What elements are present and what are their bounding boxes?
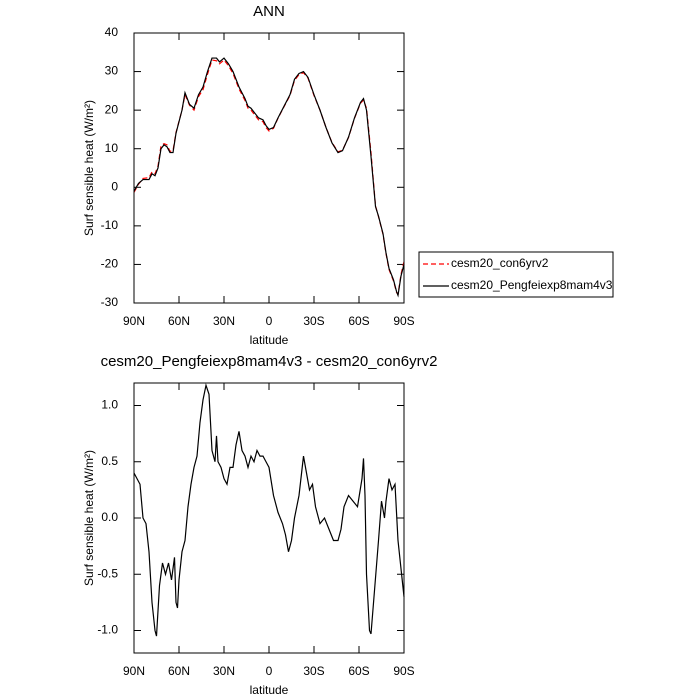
x-axis-label: latitude (250, 333, 289, 347)
series-line (133, 382, 405, 637)
plot-frame (133, 32, 405, 304)
x-tick-label: 60N (168, 664, 190, 678)
legend-box (418, 251, 614, 298)
y-axis-label: Surf sensible heat (W/m²) (82, 100, 96, 236)
y-tick-label: 0.5 (101, 454, 118, 468)
x-tick-label: 0 (266, 314, 273, 328)
x-tick-label: 90N (123, 314, 145, 328)
series-line (133, 59, 405, 297)
y-tick-label: -0.5 (97, 566, 118, 580)
plot-frame (133, 382, 405, 654)
y-tick-label: 10 (105, 141, 119, 155)
y-tick-label: 1.0 (101, 398, 118, 412)
y-tick-label: 40 (105, 25, 119, 39)
y-tick-label: -30 (101, 295, 119, 309)
chart-title: cesm20_Pengfeiexp8mam4v3 - cesm20_con6yr… (101, 353, 438, 370)
x-tick-label: 30S (303, 664, 324, 678)
y-tick-label: -20 (101, 257, 119, 271)
y-axis-label: Surf sensible heat (W/m²) (82, 450, 96, 586)
x-tick-label: 60S (348, 664, 369, 678)
y-tick-label: 0 (111, 179, 118, 193)
x-tick-label: 30N (213, 314, 235, 328)
x-tick-label: 90N (123, 664, 145, 678)
x-tick-label: 90S (393, 664, 414, 678)
x-tick-label: 0 (266, 664, 273, 678)
series-line (133, 57, 405, 298)
x-tick-label: 90S (393, 314, 414, 328)
x-tick-label: 60N (168, 314, 190, 328)
legend-label: cesm20_Pengfeiexp8mam4v3 (451, 278, 613, 292)
y-tick-label: 30 (105, 64, 119, 78)
x-tick-label: 30N (213, 664, 235, 678)
legend-label: cesm20_con6yrv2 (451, 256, 549, 270)
chart-title: ANN (253, 3, 285, 20)
y-tick-label: -1.0 (97, 623, 118, 637)
x-tick-label: 60S (348, 314, 369, 328)
x-axis-label: latitude (250, 683, 289, 697)
y-tick-label: 0.0 (101, 510, 118, 524)
x-tick-label: 30S (303, 314, 324, 328)
y-tick-label: -10 (101, 218, 119, 232)
y-tick-label: 20 (105, 102, 119, 116)
